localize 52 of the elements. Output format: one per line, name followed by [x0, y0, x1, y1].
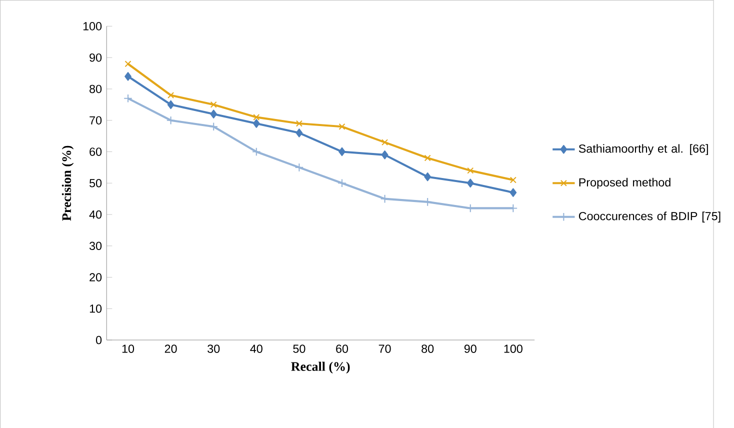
- x-tick-label: 20: [164, 344, 177, 353]
- point: [338, 178, 346, 188]
- point: [467, 167, 474, 174]
- point: [424, 172, 432, 182]
- x-tick-label: 70: [378, 344, 391, 353]
- point: [296, 120, 302, 127]
- x-tick-label: 80: [422, 344, 434, 353]
- legend-label: Sathiamoorthy et al. [66]: [578, 144, 708, 155]
- x-tick-label: 10: [122, 344, 134, 353]
- point: [338, 147, 346, 156]
- x-tick-label: 40: [250, 344, 262, 353]
- legend-label: Cooccurences of BDIP [75]: [578, 211, 720, 222]
- x-tick-label: 90: [464, 344, 476, 353]
- point: [209, 122, 218, 131]
- point: [124, 60, 132, 67]
- y-tick-label: 60: [90, 147, 102, 156]
- x-tick-label: 30: [208, 344, 220, 353]
- point: [466, 178, 474, 188]
- point: [167, 100, 174, 109]
- point: [210, 101, 217, 108]
- y-tick-label: 50: [90, 178, 102, 188]
- point: [381, 150, 388, 160]
- y-tick-label: 40: [89, 210, 102, 218]
- legend-label: Proposed method: [579, 178, 670, 189]
- point: [124, 94, 132, 103]
- x-tick-label: 100: [504, 344, 522, 353]
- point: [424, 154, 431, 162]
- point: [252, 147, 261, 156]
- y-tick-label: 10: [90, 304, 102, 313]
- point: [382, 138, 388, 146]
- point: [168, 92, 174, 98]
- point: [294, 162, 304, 172]
- point: [510, 188, 517, 197]
- point: [252, 118, 260, 128]
- y-tick-label: 70: [90, 116, 102, 124]
- point: [166, 116, 176, 125]
- y-tick-label: 80: [90, 84, 102, 93]
- point: [510, 176, 516, 184]
- x-tick-label: 60: [336, 344, 348, 353]
- y-tick-label: 30: [89, 242, 102, 250]
- y-tick-label: 90: [90, 53, 102, 62]
- point: [124, 72, 132, 81]
- x-tick-label: 50: [293, 344, 306, 353]
- y-tick-label: 20: [90, 272, 102, 282]
- point: [296, 128, 303, 138]
- y-axis-title: Precision (%): [62, 146, 74, 221]
- y-tick-label: 100: [83, 22, 102, 30]
- x-axis-title: Recall (%): [291, 362, 350, 374]
- point: [253, 114, 260, 120]
- point: [338, 123, 346, 130]
- y-tick-label: 0: [96, 336, 102, 344]
- point: [210, 109, 218, 118]
